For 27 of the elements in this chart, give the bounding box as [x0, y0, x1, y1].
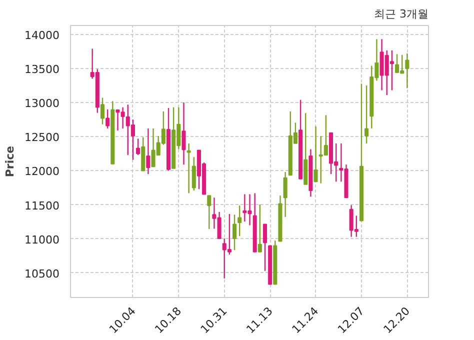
candlestick: [100, 97, 105, 125]
y-tick-label: 12500: [24, 131, 60, 144]
candlestick: [238, 204, 242, 237]
candlestick: [283, 171, 288, 218]
chart-title: 최근 3개월: [374, 8, 429, 20]
y-tick-label: 11000: [24, 233, 60, 246]
candlestick: [232, 214, 237, 251]
y-tick-label: 13000: [24, 97, 60, 110]
candlestick: [186, 142, 191, 194]
candlestick: [136, 138, 140, 156]
candlestick: [141, 136, 146, 172]
candlestick: [314, 126, 318, 182]
y-axis-title: Price: [4, 146, 17, 178]
y-tick-label: 12000: [24, 165, 60, 178]
candlestick: [207, 194, 212, 230]
candlestick: [192, 156, 196, 192]
y-tick-label: 14000: [24, 28, 60, 42]
candlestick: [405, 52, 410, 89]
candlestick: [182, 102, 186, 166]
candlestick: [258, 204, 262, 252]
candlestick: [262, 224, 268, 272]
y-tick-label: 10500: [24, 267, 60, 280]
y-tick-label: 13500: [24, 62, 60, 76]
candlestick: [106, 108, 110, 130]
candlestick: [146, 128, 150, 175]
y-tick-label: 11500: [24, 199, 60, 212]
candlestick: [364, 84, 369, 144]
